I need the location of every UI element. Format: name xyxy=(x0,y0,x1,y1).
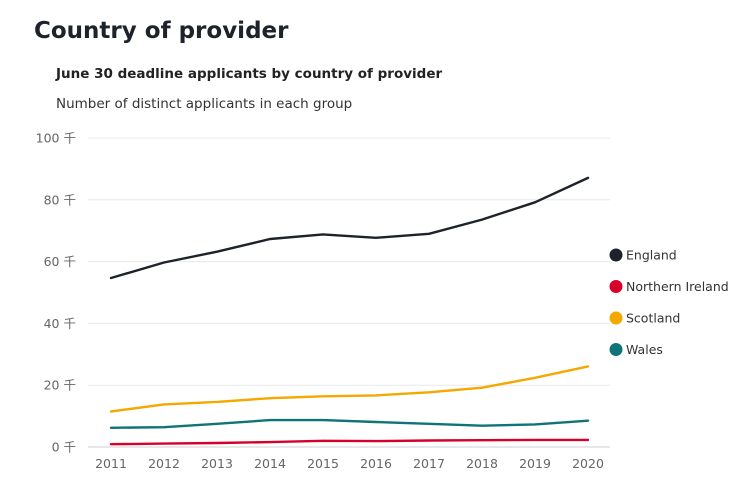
legend: England Northern Ireland Scotland Wales xyxy=(609,248,729,357)
y-tick-label: 60 千 xyxy=(44,254,76,269)
y-tick-label: 20 千 xyxy=(44,378,76,393)
series-line-wales[interactable] xyxy=(109,418,590,429)
x-tick-label: 2011 xyxy=(95,456,127,471)
chart-title: June 30 deadline applicants by country o… xyxy=(56,66,443,82)
y-tick-label: 100 千 xyxy=(36,131,76,146)
x-tick-label: 2017 xyxy=(413,456,445,471)
y-tick-label: 0 千 xyxy=(52,440,76,455)
legend-marker xyxy=(609,343,623,356)
page-title: Country of provider xyxy=(34,18,289,44)
y-axis: 0 千 20 千 40 千 60 千 80 千 100 千 xyxy=(36,131,76,455)
x-tick-label: 2020 xyxy=(572,456,604,471)
legend-label: Northern Ireland xyxy=(626,279,729,294)
x-tick-label: 2015 xyxy=(307,456,339,471)
legend-label: England xyxy=(626,248,677,263)
legend-item-england[interactable]: England xyxy=(609,248,677,263)
y-tick-label: 40 千 xyxy=(44,316,76,331)
series-line-england[interactable] xyxy=(109,176,590,280)
legend-item-scotland[interactable]: Scotland xyxy=(609,311,681,326)
x-tick-label: 2012 xyxy=(148,456,180,471)
gridlines xyxy=(88,137,610,448)
legend-label: Wales xyxy=(626,342,663,357)
x-tick-label: 2018 xyxy=(466,456,498,471)
series-line-northern-ireland[interactable] xyxy=(109,438,590,446)
x-tick-label: 2019 xyxy=(519,456,551,471)
y-tick-label: 80 千 xyxy=(44,192,76,207)
chart-subtitle: Number of distinct applicants in each gr… xyxy=(56,96,353,112)
legend-marker xyxy=(609,311,623,325)
legend-marker xyxy=(609,248,623,262)
legend-label: Scotland xyxy=(626,311,680,326)
x-axis: 2011 2012 2013 2014 2015 2016 2017 2018 2019 2020 xyxy=(95,456,604,471)
legend-item-wales[interactable]: Wales xyxy=(609,342,663,357)
x-tick-label: 2013 xyxy=(201,456,233,471)
series-lines xyxy=(109,176,590,446)
legend-item-northern-ireland[interactable]: Northern Ireland xyxy=(609,279,729,294)
x-tick-label: 2014 xyxy=(254,456,286,471)
x-tick-label: 2016 xyxy=(360,456,392,471)
series-line-scotland[interactable] xyxy=(109,365,590,413)
legend-marker xyxy=(609,280,623,293)
